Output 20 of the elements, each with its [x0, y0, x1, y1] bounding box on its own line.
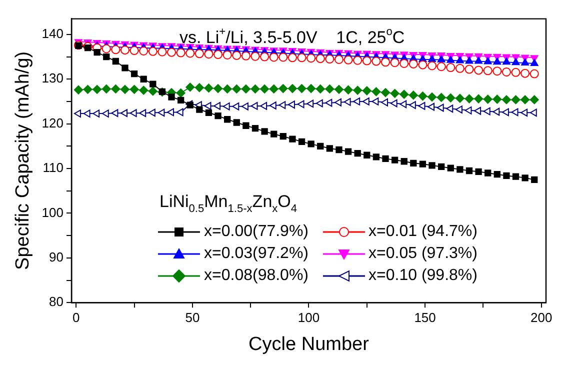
legend-label: x=0.05 (97.3%)	[368, 245, 478, 262]
legend-label: x=0.01 (94.7%)	[368, 223, 478, 240]
legend-label: x=0.08(98.0%)	[204, 267, 309, 284]
y-tick-label: 90	[49, 249, 64, 264]
x-tick-label: 100	[298, 310, 320, 325]
x-tick-label: 150	[414, 310, 436, 325]
legend-label: x=0.03(97.2%)	[204, 245, 309, 262]
y-tick-label: 130	[42, 70, 64, 86]
legend-label: x=0.00(77.9%)	[204, 223, 309, 240]
legend-label: x=0.10 (99.8%)	[368, 267, 478, 284]
y-tick-label: 80	[49, 294, 64, 310]
y-tick-label: 110	[42, 160, 64, 176]
y-axis-title: Specific Capacity (mAh/g)	[12, 51, 34, 270]
x-axis-title: Cycle Number	[248, 334, 370, 355]
y-tick-label: 100	[42, 204, 64, 220]
x-tick-label: 200	[530, 310, 552, 325]
x-tick-label: 0	[72, 310, 80, 325]
y-tick-label: 140	[42, 26, 64, 42]
y-tick-label: 120	[42, 115, 64, 130]
x-tick-label: 50	[185, 310, 200, 325]
